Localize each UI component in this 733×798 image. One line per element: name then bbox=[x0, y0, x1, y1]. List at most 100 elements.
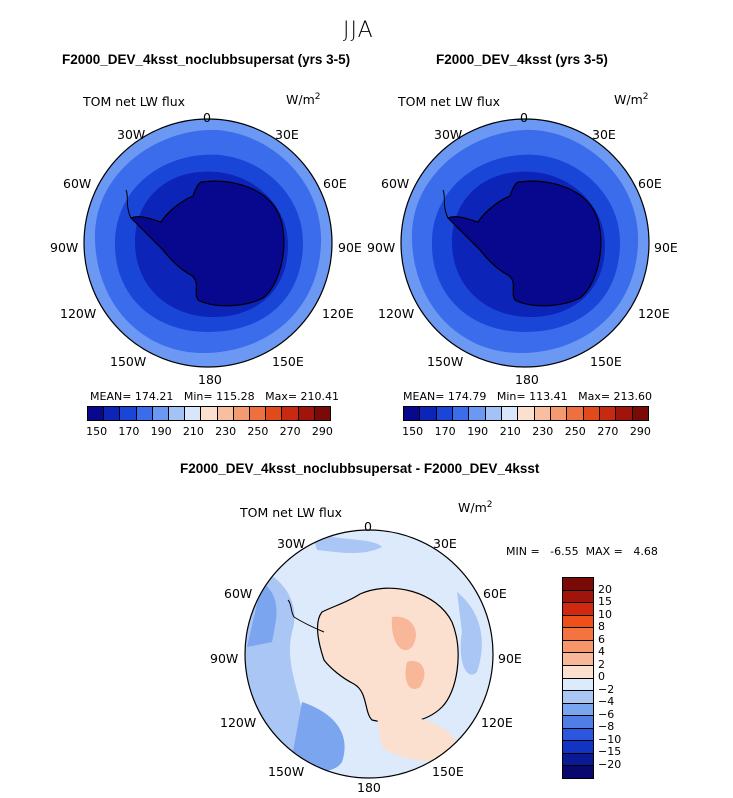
panel-1-lon-120w: 120W bbox=[60, 306, 97, 321]
panel-1-colorbar-swatch bbox=[282, 407, 299, 420]
panel-2-colorbar-swatch bbox=[567, 407, 584, 420]
panel-3-continent-positive bbox=[316, 587, 459, 724]
panel-3-peninsula bbox=[287, 599, 325, 633]
panel-1-colorbar-tick: 150 bbox=[86, 425, 108, 438]
panel-3-lon-90e: 90E bbox=[498, 651, 522, 666]
panel-2-colorbar-swatch bbox=[469, 407, 486, 420]
panel-3-colorbar-tick: 20 bbox=[598, 582, 612, 596]
panel-3-variable: TOM net LW flux bbox=[240, 505, 343, 520]
panel-2-map-border bbox=[400, 118, 650, 368]
panel-2-colorbar-tick: 290 bbox=[629, 425, 651, 438]
panel-3-colorbar bbox=[562, 577, 594, 779]
panel-2-colorbar-swatch bbox=[518, 407, 535, 420]
panel-3-title: F2000_DEV_4ksst_noclubbsupersat - F2000_… bbox=[180, 461, 540, 476]
panel-3-units: W/m2 bbox=[458, 500, 492, 515]
panel-1-colorbar-tick: 230 bbox=[215, 425, 237, 438]
panel-2-lon-180: 180 bbox=[515, 372, 539, 387]
panel-2-colorbar-swatch bbox=[485, 407, 502, 420]
panel-3-colorbar-swatch bbox=[563, 766, 593, 778]
panel-1-map bbox=[83, 118, 333, 368]
panel-3-colorbar-ticks: 20 15 10 8 6 4 2 0 −2 −4 −6 −8 −10 −15 −20 bbox=[598, 577, 638, 777]
panel-3-colorbar-swatch bbox=[563, 603, 593, 616]
panel-2-colorbar-swatch bbox=[550, 407, 568, 420]
panel-1-colorbar-swatch bbox=[201, 407, 218, 420]
panel-2-colorbar-swatch bbox=[436, 407, 453, 420]
panel-3-positive-patch-1 bbox=[391, 616, 416, 651]
panel-3-colorbar-swatch bbox=[563, 741, 593, 754]
panel-1-units-exp: 2 bbox=[314, 92, 321, 102]
panel-2-lon-60e: 60E bbox=[638, 176, 662, 191]
panel-2-colorbar bbox=[403, 406, 649, 421]
panel-3-lon-150w: 150W bbox=[268, 764, 305, 779]
panel-3-colorbar-swatch bbox=[563, 640, 593, 654]
panel-3-map-border bbox=[244, 529, 494, 779]
panel-2-lon-30w: 30W bbox=[434, 127, 463, 142]
panel-3-colorbar-tick: −4 bbox=[598, 695, 615, 708]
panel-1-colorbar-swatch bbox=[314, 407, 331, 420]
panel-1-units: W/m2 bbox=[286, 92, 320, 107]
panel-3-stats: MIN = -6.55 MAX = 4.68 bbox=[506, 545, 658, 558]
panel-1-colorbar-swatch bbox=[233, 407, 251, 420]
panel-1-stats: MEAN= 174.21 Min= 115.28 Max= 210.41 bbox=[90, 390, 340, 403]
panel-3-west-negative-2 bbox=[247, 582, 277, 647]
panel-2-units-base: W/m bbox=[614, 92, 643, 108]
panel-1-colorbar-swatch bbox=[152, 407, 170, 420]
panel-2-map bbox=[400, 118, 650, 368]
panel-1-lon-90w: 90W bbox=[50, 240, 79, 255]
panel-3-colorbar-swatch bbox=[563, 716, 593, 729]
panel-3-colorbar-swatch bbox=[563, 728, 593, 742]
panel-3-lon-90w: 90W bbox=[210, 651, 239, 666]
panel-3-colorbar-swatch bbox=[563, 628, 593, 641]
panel-1-colorbar-tick: 250 bbox=[247, 425, 269, 438]
panel-3-lon-30e: 30E bbox=[433, 536, 457, 551]
panel-2-colorbar-swatch bbox=[501, 407, 519, 420]
panel-3-units-base: W/m bbox=[458, 500, 487, 516]
panel-1-lon-180: 180 bbox=[198, 372, 222, 387]
panel-2-colorbar-swatch bbox=[616, 407, 633, 420]
panel-3-units-exp: 2 bbox=[486, 500, 493, 510]
panel-1-colorbar-tick: 270 bbox=[279, 425, 301, 438]
panel-3-lon-60w: 60W bbox=[224, 586, 253, 601]
panel-1-colorbar-swatch bbox=[88, 407, 105, 420]
panel-1-colorbar-swatch bbox=[266, 407, 283, 420]
panel-2-colorbar-tick: 170 bbox=[434, 425, 456, 438]
panel-3-lon-30w: 30W bbox=[277, 536, 306, 551]
panel-1-lon-150w: 150W bbox=[110, 354, 147, 369]
panel-2-colorbar-tick: 210 bbox=[499, 425, 521, 438]
panel-2-lon-90e: 90E bbox=[654, 240, 678, 255]
panel-1-colorbar-swatch bbox=[120, 407, 137, 420]
panel-1-colorbar-ticks: 150 170 190 210 230 250 270 290 bbox=[86, 425, 333, 439]
panel-2-colorbar-ticks: 150 170 190 210 230 250 270 290 bbox=[402, 425, 651, 439]
panel-3-colorbar-tick: −20 bbox=[598, 757, 622, 771]
panel-2-lon-120w: 120W bbox=[378, 306, 415, 321]
panel-2-colorbar-tick: 250 bbox=[564, 425, 586, 438]
panel-3-lon-60e: 60E bbox=[483, 586, 507, 601]
panel-3-colorbar-tick: 10 bbox=[598, 607, 612, 621]
panel-1-title: F2000_DEV_4ksst_noclubbsupersat (yrs 3-5… bbox=[62, 52, 351, 67]
panel-1-lon-30w: 30W bbox=[117, 127, 146, 142]
panel-2-colorbar-swatch bbox=[632, 407, 648, 420]
panel-3-lon-180: 180 bbox=[357, 780, 381, 795]
panel-3-colorbar-tick: 6 bbox=[598, 632, 605, 646]
panel-3-colorbar-tick: 15 bbox=[598, 595, 612, 608]
panel-3-colorbar-swatch bbox=[563, 691, 593, 704]
panel-2-colorbar-swatch bbox=[583, 407, 600, 420]
panel-1-colorbar-swatch bbox=[185, 407, 202, 420]
panel-1-lon-60w: 60W bbox=[63, 176, 92, 191]
panel-1-colorbar-tick: 210 bbox=[182, 425, 204, 438]
panel-2-lon-120e: 120E bbox=[638, 306, 670, 321]
panel-3-colorbar-swatch bbox=[563, 703, 593, 717]
panel-2-lon-0: 0 bbox=[520, 110, 528, 125]
panel-3-colorbar-swatch bbox=[563, 590, 593, 604]
panel-1-map-border bbox=[83, 118, 333, 368]
panel-2-units: W/m2 bbox=[614, 92, 648, 107]
panel-3-colorbar-tick: −6 bbox=[598, 707, 615, 721]
panel-3-colorbar-swatch bbox=[563, 578, 593, 591]
panel-3-colorbar-tick: −8 bbox=[598, 720, 615, 733]
panel-1-antarctica bbox=[129, 180, 285, 307]
panel-2-lon-150e: 150E bbox=[590, 354, 622, 369]
panel-1-variable: TOM net LW flux bbox=[83, 94, 186, 109]
panel-2-antarctica bbox=[446, 180, 602, 307]
panel-2-lon-30e: 30E bbox=[592, 127, 616, 142]
panel-3-lon-120e: 120E bbox=[481, 715, 513, 730]
